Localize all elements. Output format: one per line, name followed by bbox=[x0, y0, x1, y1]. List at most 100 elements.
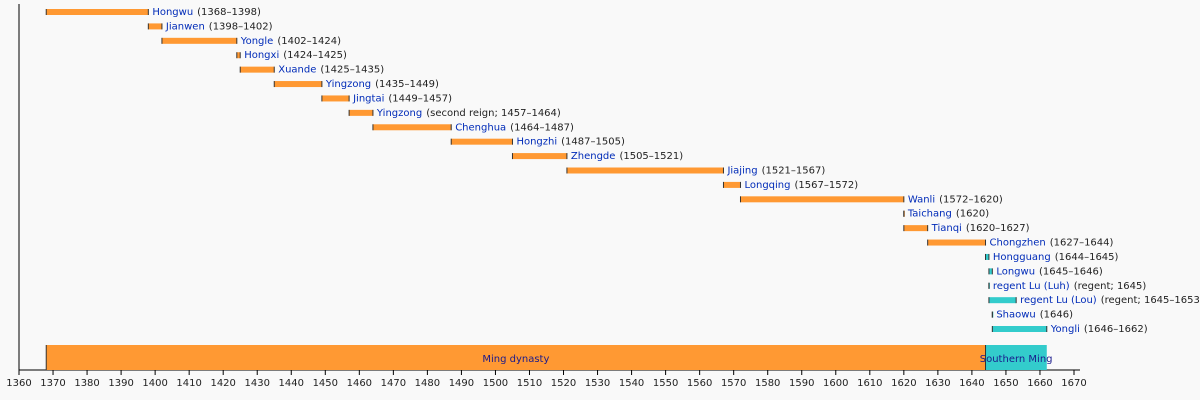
x-tick-label: 1420 bbox=[210, 378, 235, 389]
reign-name[interactable]: Tianqi bbox=[931, 223, 962, 234]
reign-label: Jingtai (1449–1457) bbox=[352, 93, 452, 104]
reign-bar bbox=[566, 167, 724, 174]
reign-name[interactable]: Chongzhen bbox=[990, 238, 1046, 249]
reign-label: Hongwu (1368–1398) bbox=[152, 7, 261, 18]
reign-detail: (1449–1457) bbox=[388, 93, 452, 104]
era-bar bbox=[46, 345, 986, 370]
reign-bar bbox=[161, 37, 237, 44]
reign-name[interactable]: regent Lu (Luh) bbox=[993, 281, 1070, 292]
reign-label: Shaowu (1646) bbox=[996, 310, 1073, 321]
reign-detail: (1424–1425) bbox=[283, 50, 347, 61]
reign-name[interactable]: Yingzong bbox=[376, 108, 422, 119]
reign-detail: (1464–1487) bbox=[510, 122, 574, 133]
x-tick-label: 1500 bbox=[483, 378, 508, 389]
x-tick-label: 1490 bbox=[449, 378, 474, 389]
reign-name[interactable]: Longqing bbox=[744, 180, 790, 191]
x-tick-label: 1460 bbox=[347, 378, 372, 389]
x-tick-label: 1590 bbox=[789, 378, 814, 389]
reign-bar bbox=[927, 239, 986, 246]
reign-label: Longwu (1645–1646) bbox=[996, 266, 1103, 277]
x-tick-label: 1470 bbox=[381, 378, 406, 389]
x-tick-label: 1410 bbox=[176, 378, 201, 389]
reign-label: Hongzhi (1487–1505) bbox=[516, 137, 625, 148]
reign-label: Tianqi (1620–1627) bbox=[931, 223, 1030, 234]
reign-bar bbox=[240, 66, 275, 73]
reign-name[interactable]: Taichang bbox=[907, 209, 952, 220]
reign-label: regent Lu (Luh) (regent; 1645) bbox=[993, 281, 1146, 292]
reign-name[interactable]: regent Lu (Lou) bbox=[1020, 295, 1097, 306]
reign-label: Wanli (1572–1620) bbox=[908, 194, 1003, 205]
reign-name[interactable]: Jingtai bbox=[352, 93, 384, 104]
reign-bar bbox=[740, 196, 904, 203]
reign-label: Yingzong (second reign; 1457–1464) bbox=[376, 108, 561, 119]
era-bar bbox=[985, 345, 1047, 370]
reign-detail: (1627–1644) bbox=[1050, 238, 1114, 249]
reign-detail: (1398–1402) bbox=[209, 21, 273, 32]
reign-detail: (1620–1627) bbox=[966, 223, 1030, 234]
reign-detail: (regent; 1645–1653) bbox=[1101, 295, 1200, 306]
x-tick-label: 1520 bbox=[551, 378, 576, 389]
reign-name[interactable]: Shaowu bbox=[996, 310, 1035, 321]
reign-label: regent Lu (Lou) (regent; 1645–1653) bbox=[1020, 295, 1200, 306]
reign-detail: (1645–1646) bbox=[1039, 266, 1103, 277]
reign-label: Yongle (1402–1424) bbox=[240, 36, 341, 47]
x-tick-label: 1540 bbox=[619, 378, 644, 389]
x-tick-label: 1570 bbox=[721, 378, 746, 389]
reign-detail: (1435–1449) bbox=[375, 79, 439, 90]
x-tick-label: 1650 bbox=[993, 378, 1018, 389]
reign-label: Chenghua (1464–1487) bbox=[455, 122, 574, 133]
era-label: Southern Ming bbox=[980, 354, 1053, 365]
x-tick-label: 1620 bbox=[891, 378, 916, 389]
reign-name[interactable]: Xuande bbox=[278, 65, 316, 76]
reign-bar bbox=[512, 153, 567, 160]
reign-name[interactable]: Yingzong bbox=[325, 79, 371, 90]
reign-name[interactable]: Chenghua bbox=[455, 122, 506, 133]
reign-detail: (1368–1398) bbox=[197, 7, 261, 18]
reign-name[interactable]: Yongli bbox=[1050, 324, 1080, 335]
x-tick-label: 1480 bbox=[415, 378, 440, 389]
reign-detail: (1521–1567) bbox=[762, 166, 826, 177]
reign-label: Yongli (1646–1662) bbox=[1050, 324, 1148, 335]
reign-bar bbox=[321, 95, 350, 102]
x-tick-label: 1510 bbox=[517, 378, 542, 389]
reign-name[interactable]: Jianwen bbox=[165, 21, 205, 32]
x-tick-label: 1550 bbox=[653, 378, 678, 389]
reign-detail: (1402–1424) bbox=[277, 36, 341, 47]
x-tick-label: 1600 bbox=[823, 378, 848, 389]
reign-label: Zhengde (1505–1521) bbox=[571, 151, 683, 162]
x-tick-label: 1380 bbox=[74, 378, 99, 389]
reign-label: Chongzhen (1627–1644) bbox=[990, 238, 1114, 249]
reign-bar bbox=[349, 109, 373, 116]
reign-bar bbox=[903, 225, 928, 232]
reign-label: Xuande (1425–1435) bbox=[278, 65, 384, 76]
reign-name[interactable]: Hongguang bbox=[993, 252, 1051, 263]
reign-name[interactable]: Zhengde bbox=[571, 151, 616, 162]
reign-name[interactable]: Jiajing bbox=[726, 166, 757, 177]
reign-label: Taichang (1620) bbox=[907, 209, 989, 220]
reign-name[interactable]: Hongzhi bbox=[516, 137, 557, 148]
reign-name[interactable]: Hongxi bbox=[244, 50, 279, 61]
reign-name[interactable]: Wanli bbox=[908, 194, 935, 205]
x-tick-label: 1400 bbox=[142, 378, 167, 389]
reign-bar bbox=[372, 124, 452, 131]
x-tick-label: 1660 bbox=[1027, 378, 1052, 389]
reign-name[interactable]: Hongwu bbox=[152, 7, 193, 18]
reign-name[interactable]: Longwu bbox=[996, 266, 1035, 277]
reign-bar bbox=[46, 9, 149, 15]
reign-bar bbox=[236, 52, 241, 59]
reign-bar bbox=[274, 81, 322, 88]
reign-detail: (1620) bbox=[956, 209, 989, 220]
x-tick-label: 1610 bbox=[857, 378, 882, 389]
x-tick-label: 1430 bbox=[244, 378, 269, 389]
reign-detail: (1572–1620) bbox=[939, 194, 1003, 205]
x-tick-label: 1440 bbox=[279, 378, 304, 389]
reign-name[interactable]: Yongle bbox=[240, 36, 274, 47]
x-tick-label: 1640 bbox=[959, 378, 984, 389]
x-tick-label: 1390 bbox=[108, 378, 133, 389]
reign-label: Longqing (1567–1572) bbox=[744, 180, 858, 191]
reign-bar bbox=[988, 297, 1017, 304]
x-tick-label: 1560 bbox=[687, 378, 712, 389]
reign-detail: (1487–1505) bbox=[561, 137, 625, 148]
reign-label: Hongxi (1424–1425) bbox=[244, 50, 347, 61]
